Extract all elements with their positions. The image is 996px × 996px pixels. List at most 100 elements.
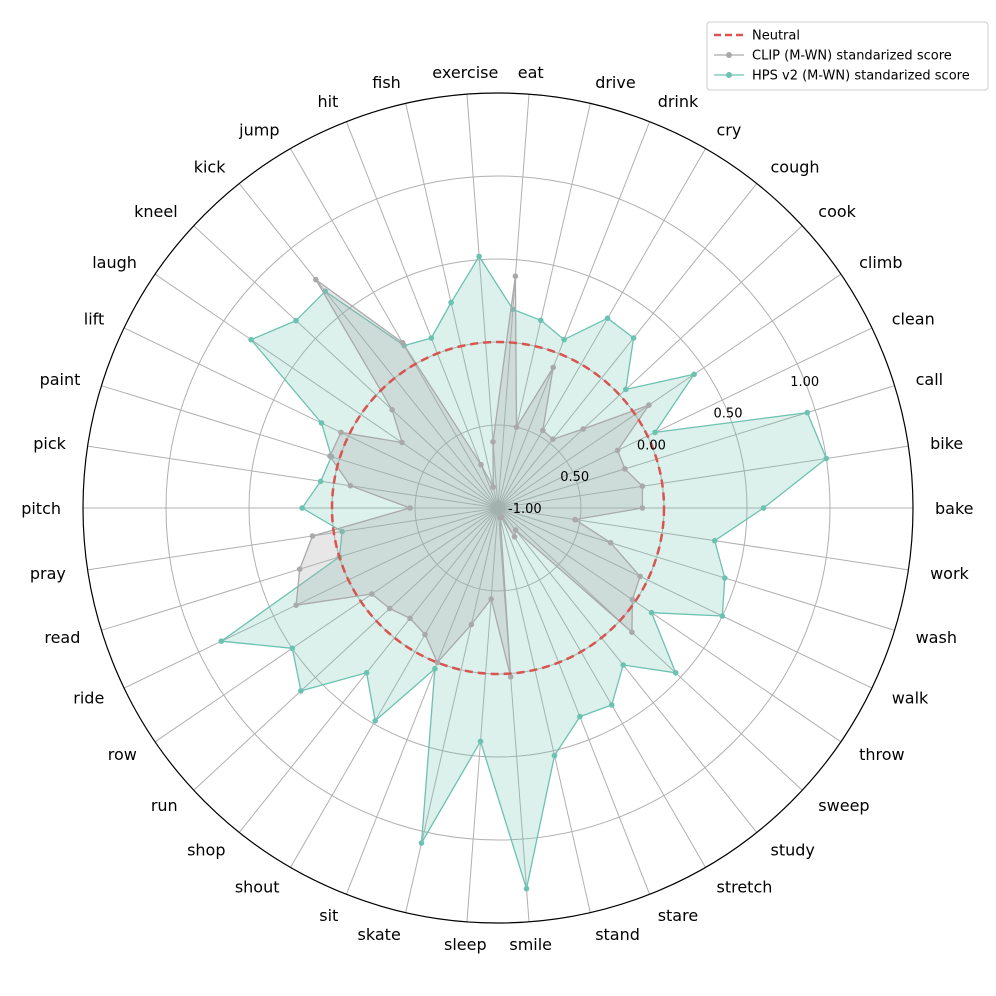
spoke-stretch xyxy=(497,507,706,868)
point-clip-m-wn-standarized-score-work xyxy=(572,516,578,523)
category-label-stand: stand xyxy=(595,925,640,944)
category-label-row: row xyxy=(108,745,137,764)
point-clip-m-wn-standarized-score-laugh xyxy=(399,439,405,446)
category-label-ride: ride xyxy=(73,689,104,708)
point-clip-m-wn-standarized-score-bike xyxy=(639,483,646,490)
spoke-drive xyxy=(497,103,591,509)
series-hps-v2-m-wn-standarized-score xyxy=(218,253,830,892)
category-label-shout: shout xyxy=(235,878,280,897)
spoke-ride xyxy=(123,507,499,689)
point-clip-m-wn-standarized-score-kick xyxy=(313,276,319,283)
category-label-fish: fish xyxy=(372,73,401,92)
category-label-sleep: sleep xyxy=(444,935,487,954)
spoke-run xyxy=(193,507,499,791)
point-clip-m-wn-standarized-score-stretch xyxy=(511,534,518,540)
point-hps-v2-m-wn-standarized-score-drive xyxy=(538,317,544,324)
point-hps-v2-m-wn-standarized-score-hit xyxy=(428,335,435,341)
category-label-climb: climb xyxy=(859,253,902,272)
spoke-study xyxy=(497,507,758,833)
category-label-exercise: exercise xyxy=(432,63,498,82)
point-clip-m-wn-standarized-score-clean xyxy=(614,447,621,454)
spoke-sleep xyxy=(466,507,499,922)
category-label-run: run xyxy=(151,796,178,815)
point-clip-m-wn-standarized-score-sleep xyxy=(488,596,495,602)
point-clip-m-wn-standarized-score-kneel xyxy=(389,407,395,413)
series-clip-m-wn-standarized-score xyxy=(293,273,652,680)
spoke-stand xyxy=(497,507,591,913)
spoke-cry xyxy=(497,148,706,509)
point-hps-v2-m-wn-standarized-score-clean xyxy=(652,429,658,436)
spoke-drink xyxy=(497,121,651,509)
point-hps-v2-m-wn-standarized-score-walk xyxy=(719,613,726,619)
category-label-eat: eat xyxy=(518,63,544,82)
category-label-skate: skate xyxy=(358,925,401,944)
radial-tick-label-2: 0.00 xyxy=(637,439,666,454)
point-hps-v2-m-wn-standarized-score-fish xyxy=(448,299,454,306)
point-hps-v2-m-wn-standarized-score-stare xyxy=(577,713,583,720)
spoke-sit xyxy=(345,507,499,895)
point-hps-v2-m-wn-standarized-score-cook xyxy=(623,386,629,393)
spoke-pray xyxy=(87,507,499,571)
point-hps-v2-m-wn-standarized-score-sit xyxy=(432,665,438,672)
spoke-walk xyxy=(497,507,873,689)
spoke-smile xyxy=(497,507,530,922)
category-label-bike: bike xyxy=(930,434,963,453)
category-label-cough: cough xyxy=(771,157,820,176)
spoke-cook xyxy=(497,225,803,509)
spoke-bike xyxy=(497,445,909,509)
point-clip-m-wn-standarized-score-bake xyxy=(639,505,646,511)
radial-tick-label-1: 0.50 xyxy=(560,470,589,485)
spoke-climb xyxy=(497,273,842,509)
spoke-work xyxy=(497,507,909,571)
radial-tick-label-3: 0.50 xyxy=(714,407,743,422)
point-hps-v2-m-wn-standarized-score-call xyxy=(804,409,811,416)
point-clip-m-wn-standarized-score-cough xyxy=(550,436,556,443)
category-label-drive: drive xyxy=(595,73,636,92)
legend-box xyxy=(706,21,989,91)
category-label-hit: hit xyxy=(317,92,338,111)
point-hps-v2-m-wn-standarized-score-run xyxy=(298,688,304,694)
point-hps-v2-m-wn-standarized-score-drink xyxy=(561,336,567,343)
point-clip-m-wn-standarized-score-skate xyxy=(468,621,475,628)
point-hps-v2-m-wn-standarized-score-row xyxy=(289,645,296,652)
point-clip-m-wn-standarized-score-throw xyxy=(629,596,636,603)
legend-hps-label: HPS v2 (M-WN) standarized score xyxy=(752,69,970,84)
radial-tick-labels: -1.00 0.50 0.00 0.50 1.00 xyxy=(508,375,819,517)
category-labels: bake bike call clean climb cook cough cry drink d… xyxy=(21,63,973,954)
point-clip-m-wn-standarized-score-fish xyxy=(490,484,497,490)
category-label-pick: pick xyxy=(33,434,66,453)
category-label-jump: jump xyxy=(238,121,279,140)
point-clip-m-wn-standarized-score-call xyxy=(622,466,628,472)
point-clip-m-wn-standarized-score-cry xyxy=(540,427,546,434)
spoke-stare xyxy=(497,507,651,895)
spoke-throw xyxy=(497,507,842,743)
spoke-cough xyxy=(497,183,758,509)
point-clip-m-wn-standarized-score-pitch xyxy=(407,505,413,511)
radar-grid xyxy=(82,92,914,924)
spoke-jump xyxy=(290,148,499,509)
point-clip-m-wn-standarized-score-ride xyxy=(293,602,299,608)
spoke-shop xyxy=(238,507,499,833)
spoke-eat xyxy=(497,94,530,509)
point-clip-m-wn-standarized-score-read xyxy=(296,566,303,572)
category-label-smile: smile xyxy=(509,935,552,954)
spoke-clean xyxy=(497,327,873,509)
point-clip-m-wn-standarized-score-paint xyxy=(327,453,333,459)
spoke-fish xyxy=(405,103,499,509)
point-clip-m-wn-standarized-score-cook xyxy=(580,426,586,432)
point-clip-m-wn-standarized-score-shop xyxy=(407,615,413,622)
point-hps-v2-m-wn-standarized-score-laugh xyxy=(248,336,254,343)
point-hps-v2-m-wn-standarized-score-work xyxy=(711,537,718,544)
point-clip-m-wn-standarized-score-sweep xyxy=(629,629,635,635)
category-label-paint: paint xyxy=(40,370,81,389)
legend: Neutral CLIP (M-WN) standarized score HP… xyxy=(706,21,989,91)
point-clip-m-wn-standarized-score-pray xyxy=(309,533,316,539)
point-hps-v2-m-wn-standarized-score-skate xyxy=(418,840,425,846)
point-clip-m-wn-standarized-score-sit xyxy=(434,659,441,666)
spoke-pick xyxy=(87,445,499,509)
spoke-paint xyxy=(101,385,499,509)
point-clip-m-wn-standarized-score-jump xyxy=(399,339,406,346)
spoke-laugh xyxy=(154,273,499,509)
point-hps-v2-m-wn-standarized-score-shop xyxy=(363,670,370,676)
spoke-row xyxy=(154,507,499,743)
